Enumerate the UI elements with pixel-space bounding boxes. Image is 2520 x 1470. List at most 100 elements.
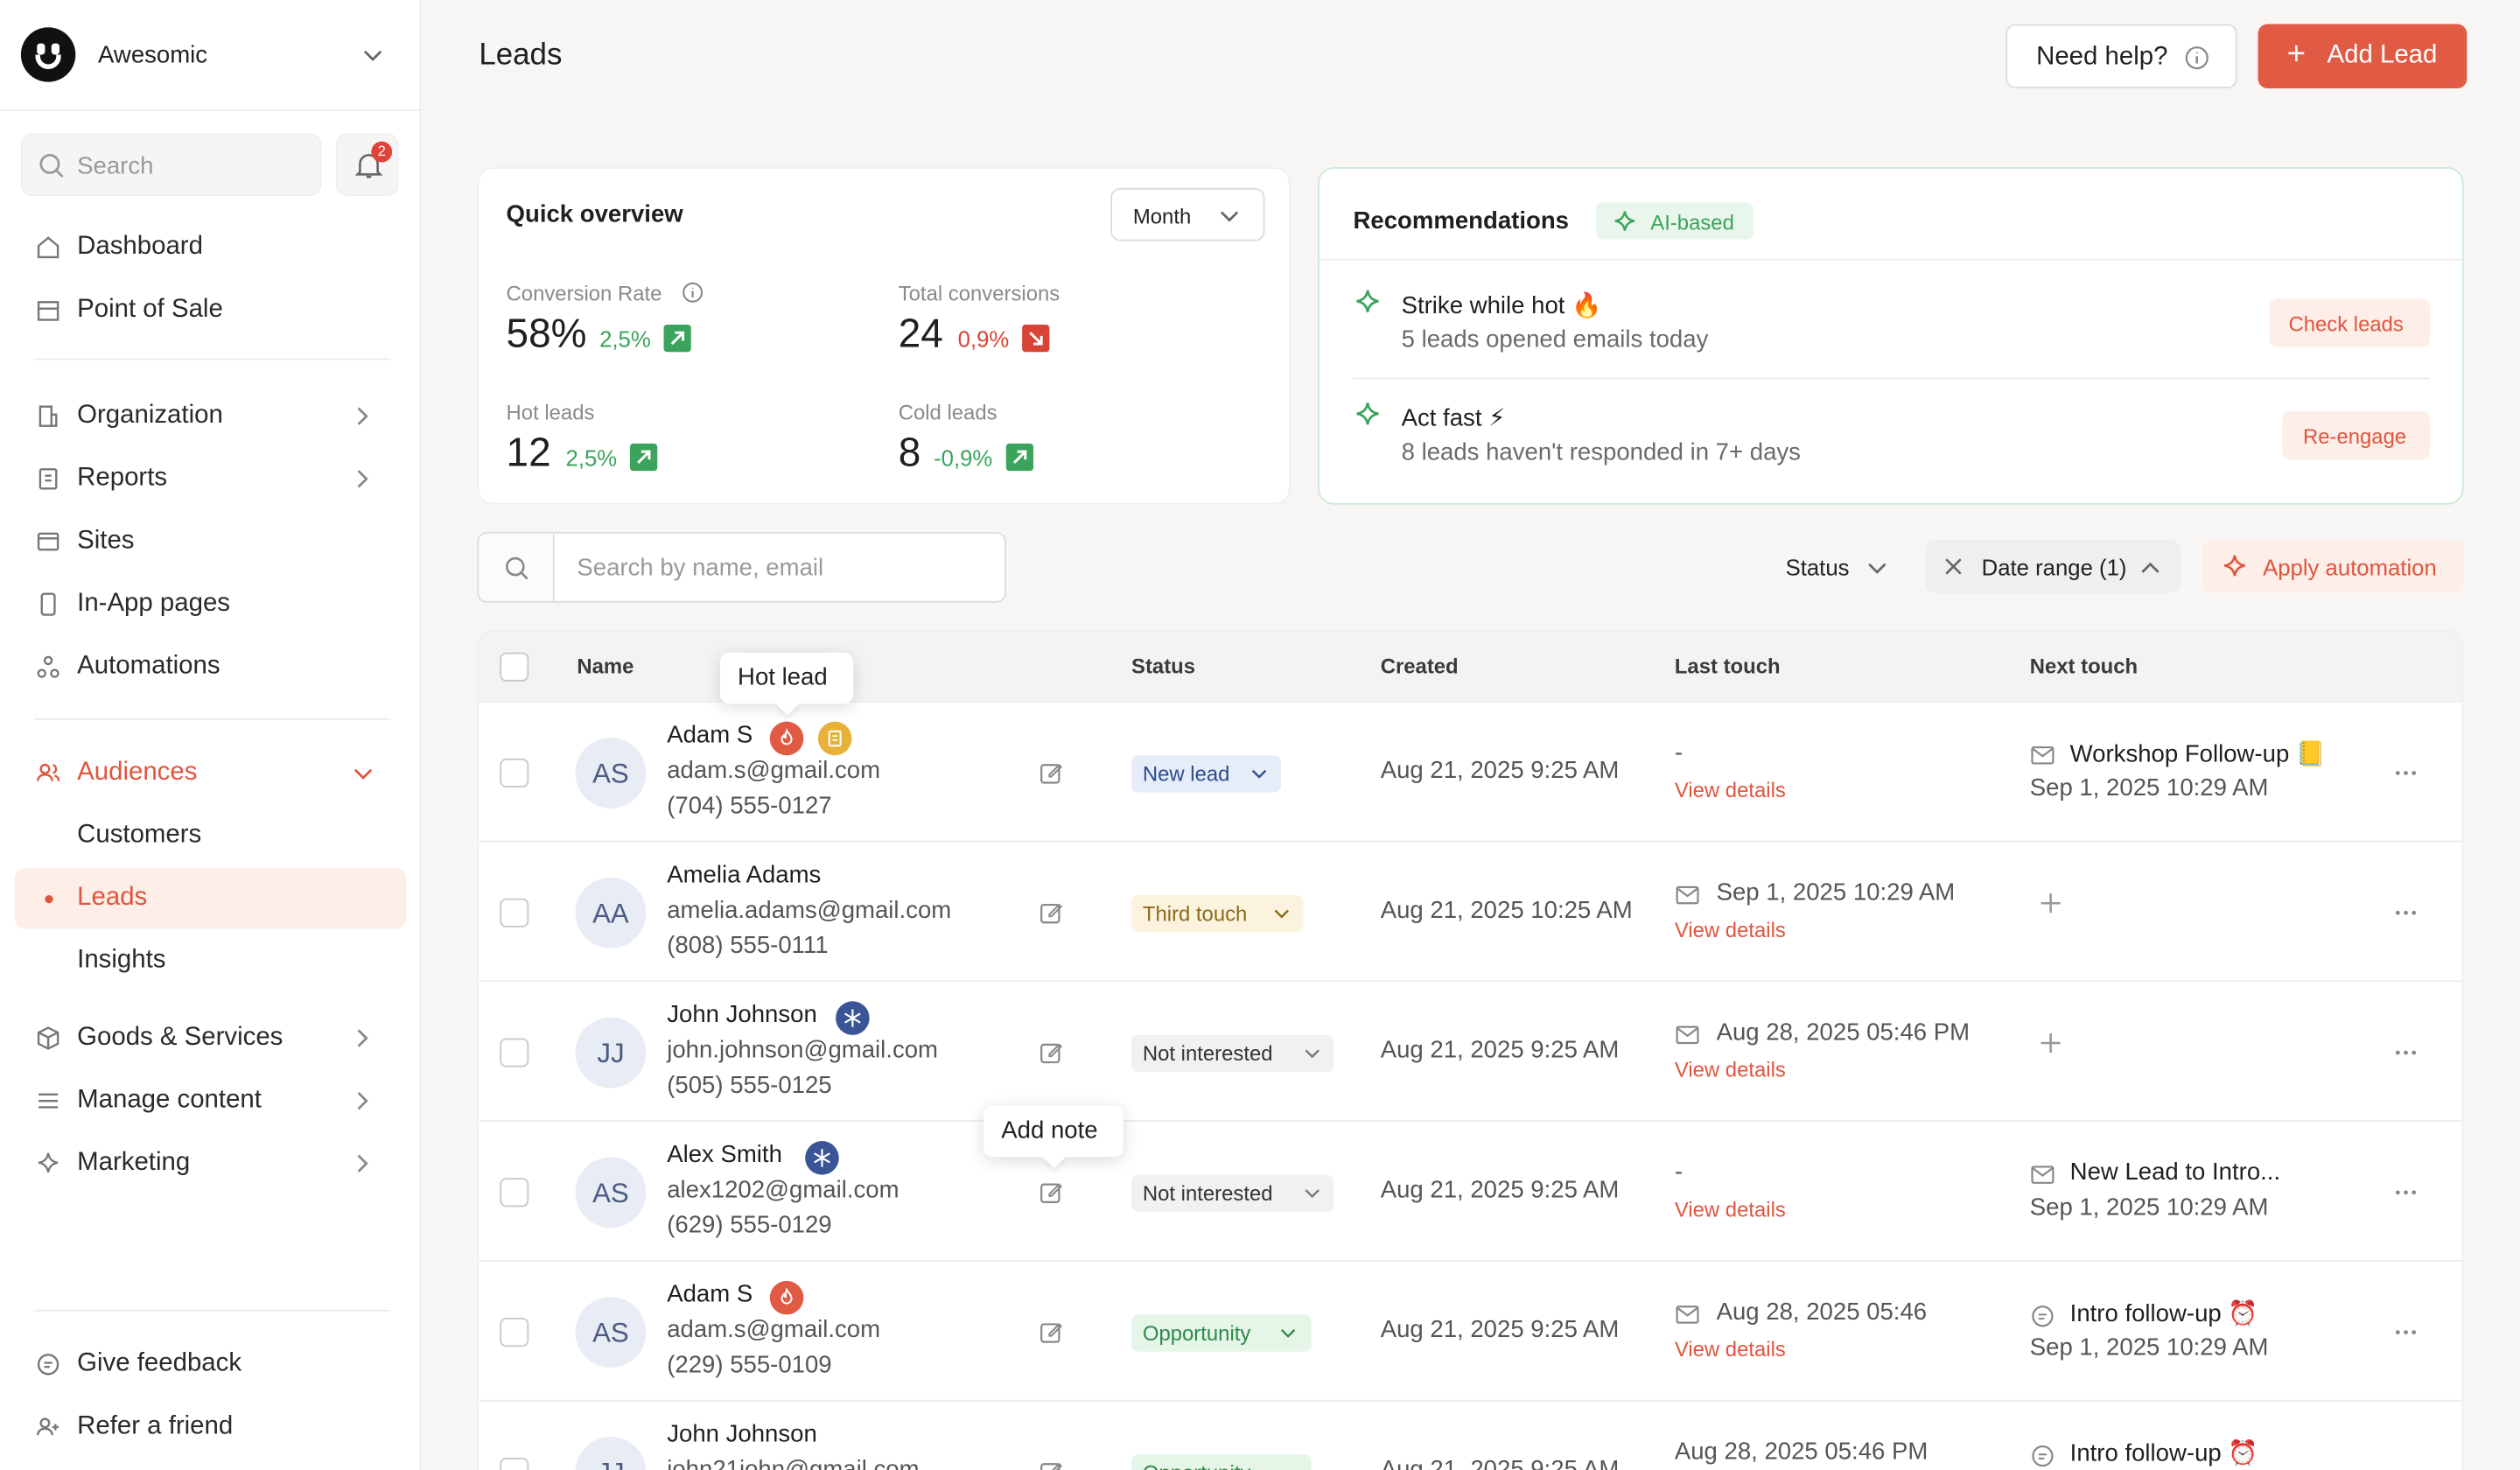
status-filter-label: Status [1785, 554, 1850, 581]
period-select[interactable]: Month [1110, 187, 1265, 242]
sidebar-item-reports[interactable]: Reports [15, 448, 407, 509]
more-icon[interactable] [2395, 1189, 2418, 1195]
sidebar-item-label: Give feedback [77, 1349, 242, 1378]
row-checkbox[interactable] [500, 898, 529, 928]
column-header-last-touch[interactable]: Last touch [1674, 654, 1781, 679]
hot-lead-icon[interactable] [769, 1280, 804, 1315]
workspace-switcher[interactable]: Awesomic [0, 0, 422, 111]
status-dropdown[interactable]: Not interested [1131, 1034, 1334, 1073]
select-all-checkbox[interactable] [500, 652, 529, 682]
sidebar-item-give-feedback[interactable]: Give feedback [15, 1334, 407, 1395]
plus-icon[interactable] [2040, 1032, 2062, 1054]
lead-search-input[interactable]: Search by name, email [477, 531, 1006, 603]
cold-lead-icon[interactable] [836, 1001, 870, 1035]
lead-name[interactable]: Amelia Adams [667, 861, 822, 889]
sidebar-item-marketing[interactable]: Marketing [15, 1133, 407, 1194]
more-icon[interactable] [2395, 770, 2418, 776]
edit-note-icon[interactable] [1039, 900, 1064, 926]
table-row[interactable]: JJ John Johnson john.johnson@gmail.com (… [479, 980, 2462, 1120]
more-icon[interactable] [2395, 1329, 2418, 1335]
sidebar-item-label: Automations [77, 652, 220, 680]
check-leads-button[interactable]: Check leads [2269, 298, 2431, 347]
close-icon[interactable] [1943, 556, 1964, 577]
status-dropdown[interactable]: Not interested [1131, 1174, 1334, 1212]
edit-note-icon[interactable] [1039, 760, 1064, 786]
date-range-filter[interactable]: Date range (1) [1925, 540, 2181, 593]
info-icon[interactable] [682, 281, 704, 304]
view-details-link[interactable]: View details [1674, 777, 1786, 802]
edit-note-icon[interactable] [1039, 1180, 1064, 1205]
more-icon[interactable] [2395, 910, 2418, 916]
status-dropdown[interactable]: Third touch [1131, 895, 1304, 933]
lead-email: john21john@gmail.com [667, 1456, 920, 1470]
add-lead-button[interactable]: + Add Lead [2258, 24, 2468, 89]
sidebar-search-input[interactable]: Search [20, 133, 322, 197]
view-details-link[interactable]: View details [1674, 917, 1786, 942]
sidebar-item-label: Insights [77, 946, 166, 975]
next-touch-title[interactable]: New Lead to Intro... [2069, 1158, 2281, 1186]
search-icon [506, 556, 528, 580]
sidebar-item-audiences[interactable]: Audiences [15, 743, 407, 804]
edit-note-icon[interactable] [1039, 1320, 1064, 1345]
sidebar-item-customers[interactable]: Customers [15, 805, 407, 866]
view-details-link[interactable]: View details [1674, 1337, 1786, 1362]
sidebar-item-organization[interactable]: Organization [15, 386, 407, 447]
view-details-link[interactable]: View details [1674, 1197, 1786, 1222]
status-filter[interactable]: Status [1768, 540, 1909, 593]
table-row[interactable]: AS Alex Smith alex1202@gmail.com (629) 5… [479, 1120, 2462, 1260]
edit-note-icon[interactable] [1039, 1040, 1064, 1065]
last-touch-value: Sep 1, 2025 10:29 AM [1716, 878, 1956, 906]
lead-name[interactable]: John Johnson [667, 1001, 817, 1029]
row-checkbox[interactable] [500, 758, 529, 788]
more-icon[interactable] [2395, 1049, 2418, 1055]
column-header-next-touch[interactable]: Next touch [2029, 654, 2138, 679]
sidebar-item-dashboard[interactable]: Dashboard [15, 217, 407, 278]
notifications-button[interactable]: 2 [335, 133, 399, 197]
table-row[interactable]: AS Adam S adam.s@gmail.com (229) 555-010… [479, 1259, 2462, 1400]
hot-lead-icon[interactable] [769, 721, 804, 756]
next-touch-title[interactable]: Workshop Follow-up 📒 [2069, 740, 2327, 768]
next-touch-title[interactable]: Intro follow-up ⏰ [2069, 1299, 2258, 1328]
lead-name[interactable]: John Johnson [667, 1420, 817, 1448]
plus-icon[interactable] [2040, 892, 2062, 914]
row-checkbox[interactable] [500, 1457, 529, 1470]
sidebar-item-goods-services[interactable]: Goods & Services [15, 1008, 407, 1069]
apply-automation-button[interactable]: Apply automation [2202, 540, 2464, 593]
sidebar-item-automations[interactable]: Automations [15, 636, 407, 697]
note-badge-icon[interactable] [817, 721, 852, 756]
cold-lead-icon[interactable] [805, 1141, 839, 1175]
status-dropdown[interactable]: Opportunity [1131, 1454, 1312, 1470]
row-checkbox[interactable] [500, 1178, 529, 1208]
row-checkbox[interactable] [500, 1318, 529, 1348]
status-dropdown[interactable]: Opportunity [1131, 1314, 1312, 1352]
sidebar-item-pos[interactable]: Point of Sale [15, 280, 407, 341]
sidebar-item-label: Sites [77, 527, 135, 555]
sidebar-item-refer-a-friend[interactable]: Refer a friend [15, 1396, 407, 1458]
table-row[interactable]: AS Adam S adam.s@gmail.com (704) 555-012… [479, 700, 2462, 841]
sidebar-item-manage-content[interactable]: Manage content [15, 1070, 407, 1131]
row-checkbox[interactable] [500, 1038, 529, 1068]
table-row[interactable]: JJ John Johnson john21john@gmail.com Opp… [479, 1399, 2462, 1470]
avatar: JJ [575, 1017, 647, 1088]
view-details-link[interactable]: View details [1674, 1057, 1786, 1082]
status-dropdown[interactable]: New lead [1131, 755, 1281, 793]
search-icon-box [479, 533, 555, 601]
re-engage-button[interactable]: Re-engage [2282, 411, 2431, 460]
sidebar-item-insights[interactable]: Insights [15, 930, 407, 991]
column-header-name[interactable]: Name [577, 654, 634, 679]
plus-icon: + [2286, 37, 2306, 73]
sidebar-item-leads[interactable]: Leads [14, 867, 407, 929]
lead-name[interactable]: Adam S [667, 1280, 753, 1309]
sidebar-item-in-app-pages[interactable]: In-App pages [15, 574, 407, 635]
table-row[interactable]: AA Amelia Adams amelia.adams@gmail.com (… [479, 840, 2462, 981]
column-header-created[interactable]: Created [1380, 654, 1459, 679]
lead-email: john.johnson@gmail.com [667, 1036, 939, 1064]
lead-name[interactable]: Adam S [667, 721, 753, 749]
next-touch-title[interactable]: Intro follow-up ⏰ [2069, 1439, 2258, 1467]
column-header-status[interactable]: Status [1131, 654, 1196, 679]
lead-name[interactable]: Alex Smith [667, 1141, 782, 1169]
sidebar-item-sites[interactable]: Sites [15, 511, 407, 572]
page-title: Leads [479, 38, 563, 73]
edit-note-icon[interactable] [1039, 1460, 1064, 1470]
need-help-button[interactable]: Need help? [2006, 24, 2237, 89]
